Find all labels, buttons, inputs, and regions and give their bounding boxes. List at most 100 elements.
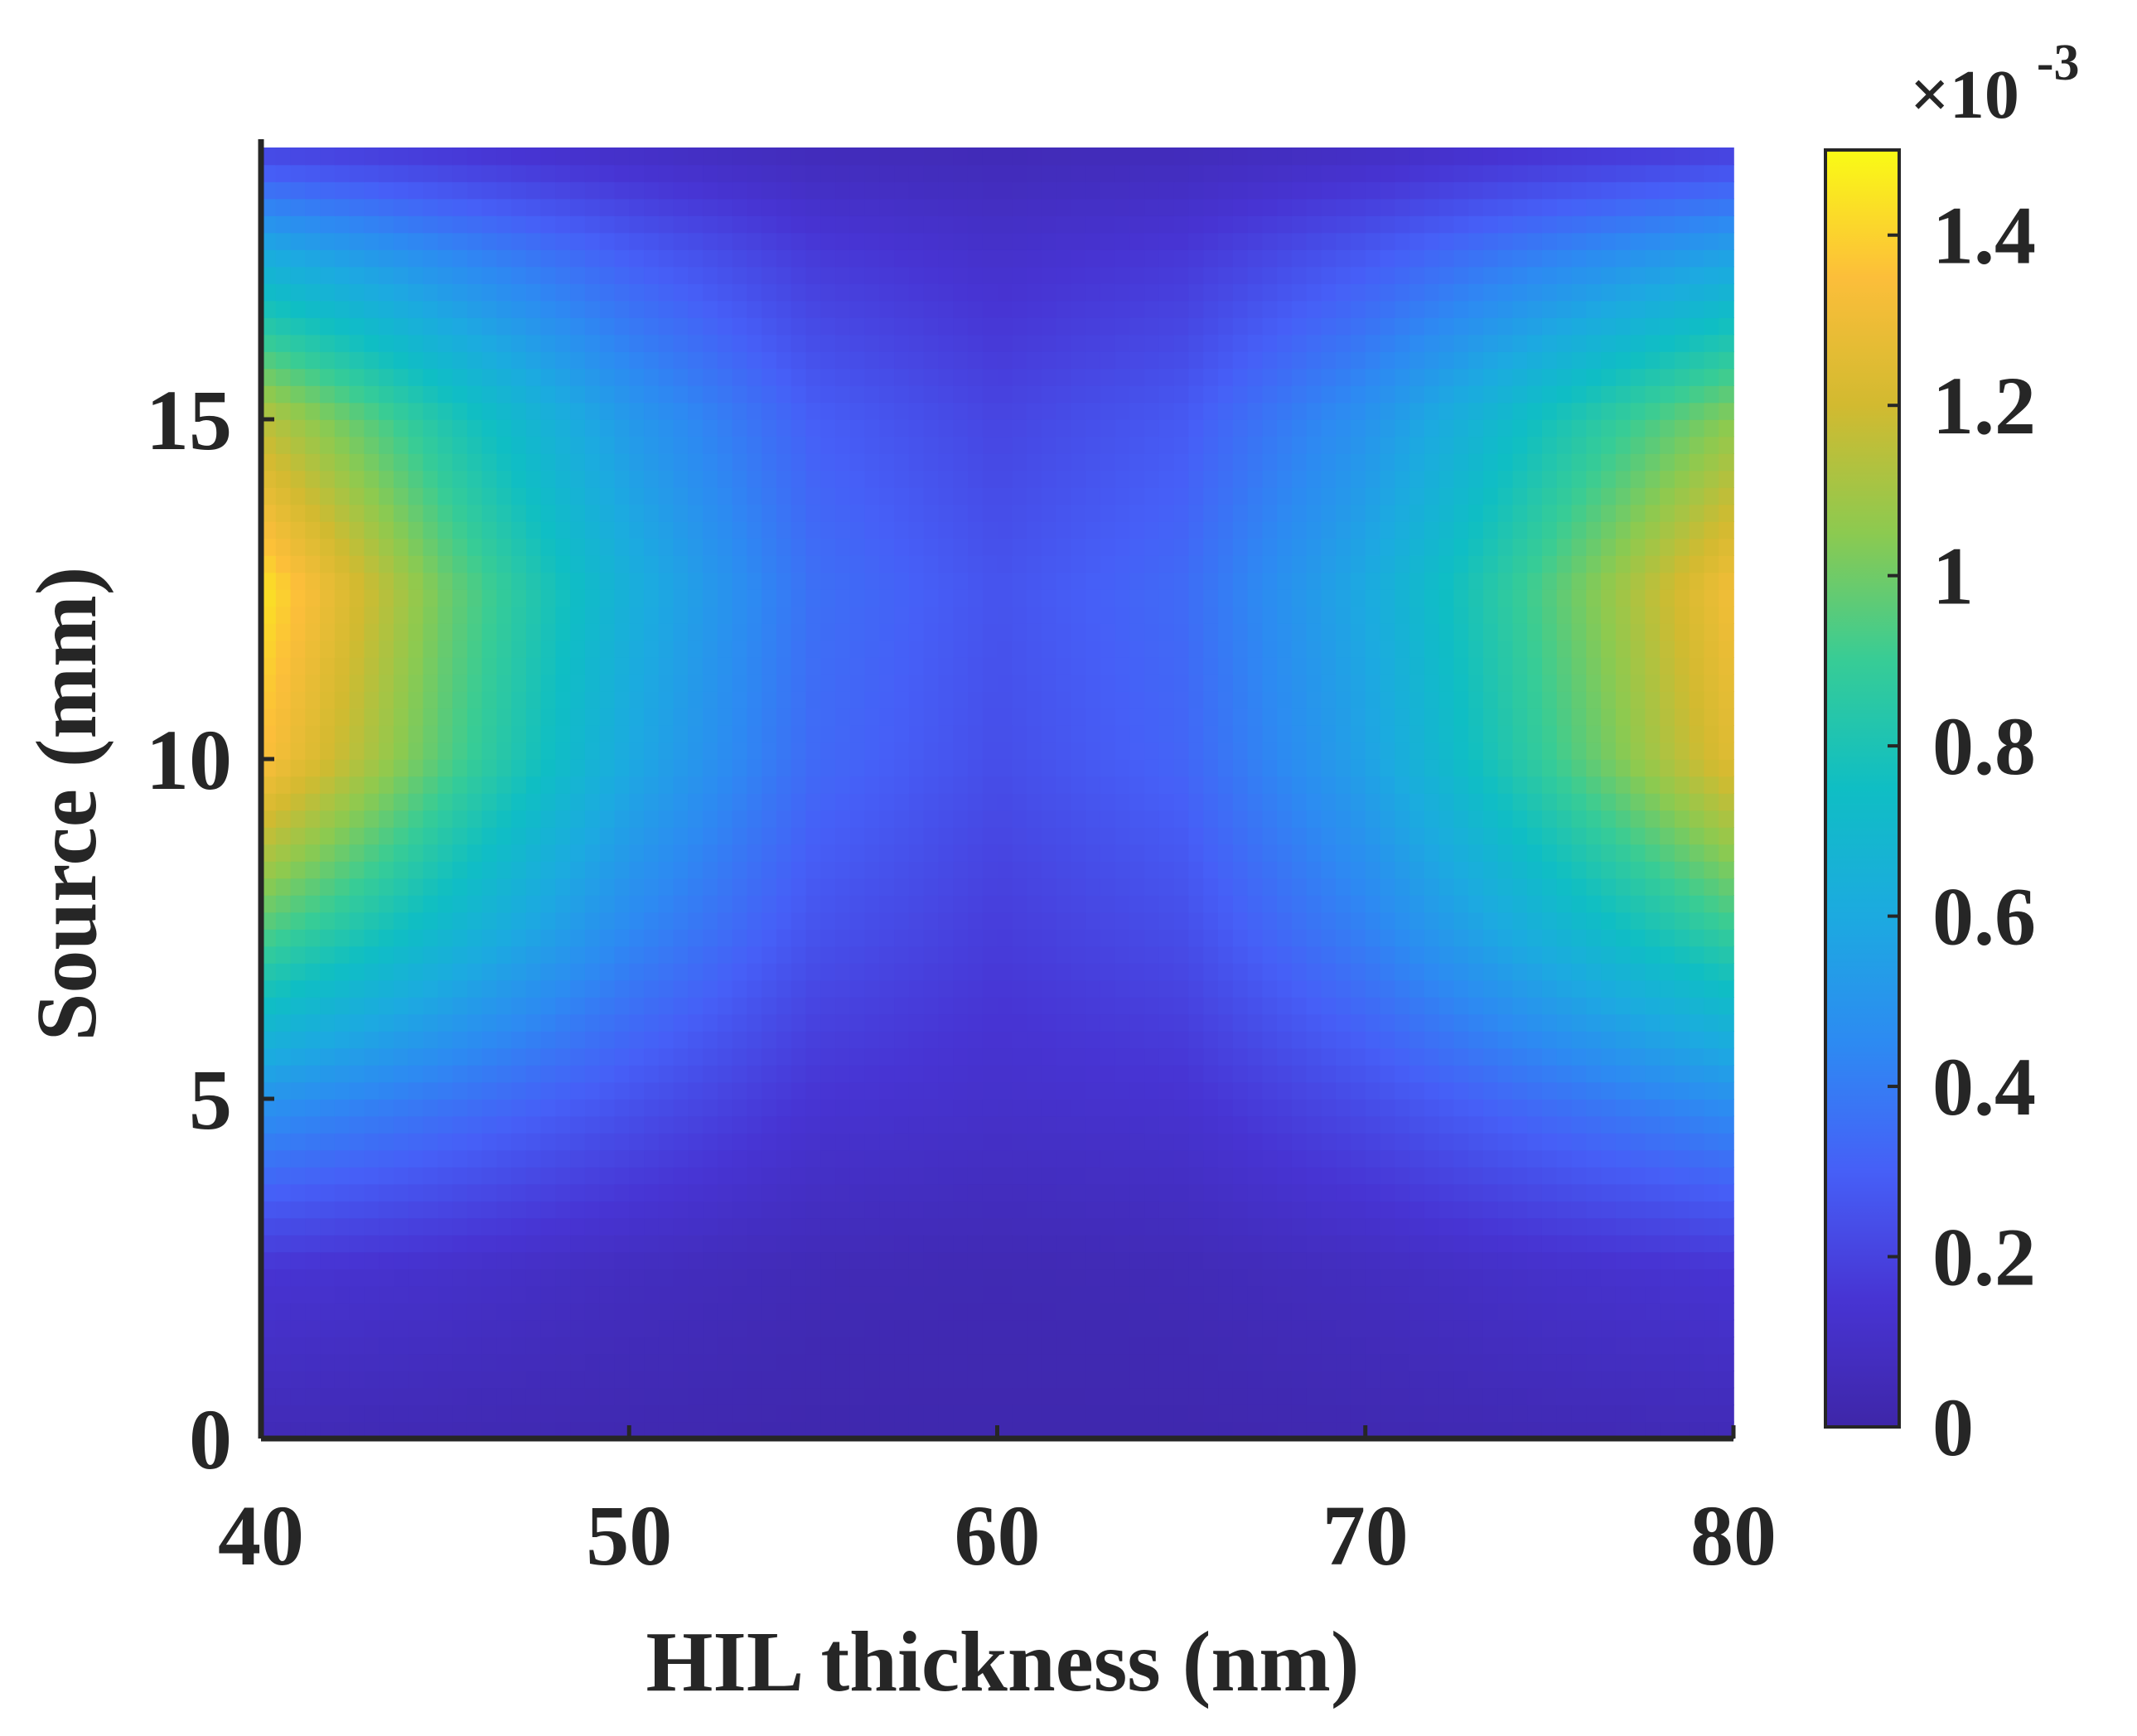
heatmap-cell <box>732 742 748 760</box>
heatmap-cell <box>835 1149 851 1168</box>
heatmap-cell <box>1158 1201 1175 1219</box>
heatmap-cell <box>1203 1183 1219 1202</box>
heatmap-cell <box>1704 1303 1720 1321</box>
heatmap-cell <box>1100 878 1116 896</box>
heatmap-cell <box>953 606 969 624</box>
heatmap-cell <box>1645 861 1661 879</box>
heatmap-cell <box>540 1149 557 1168</box>
heatmap-cell <box>938 793 954 811</box>
heatmap-cell <box>555 1065 571 1083</box>
heatmap-cell <box>1114 1217 1131 1236</box>
heatmap-cell <box>1571 1133 1588 1151</box>
heatmap-cell <box>997 759 1013 777</box>
heatmap-cell <box>1453 1167 1469 1185</box>
heatmap-cell <box>938 929 954 947</box>
heatmap-cell <box>423 657 439 675</box>
heatmap-cell <box>1144 1149 1160 1168</box>
heatmap-cell <box>584 776 601 794</box>
heatmap-cell <box>1129 1013 1145 1032</box>
heatmap-cell <box>1056 1269 1072 1287</box>
heatmap-cell <box>1424 912 1440 930</box>
heatmap-cell <box>717 657 733 675</box>
heatmap-cell <box>1674 691 1690 709</box>
heatmap-cell <box>1424 1167 1440 1185</box>
heatmap-cell <box>703 1251 718 1269</box>
heatmap-cell <box>393 1421 409 1439</box>
heatmap-cell <box>1438 1303 1455 1321</box>
heatmap-cell <box>1424 1303 1440 1321</box>
heatmap-cell <box>275 623 292 641</box>
heatmap-cell <box>1527 1031 1543 1049</box>
heatmap-cell <box>1336 1285 1351 1303</box>
heatmap-cell <box>1291 1285 1308 1303</box>
heatmap-cell <box>1321 1115 1337 1134</box>
heatmap-cell <box>1424 1337 1440 1355</box>
heatmap-cell <box>1100 640 1116 658</box>
heatmap-cell <box>761 912 777 930</box>
heatmap-cell <box>938 640 954 658</box>
heatmap-cell <box>997 1269 1013 1287</box>
heatmap-cell <box>982 1031 998 1049</box>
heatmap-cell <box>599 1319 616 1337</box>
heatmap-cell <box>1232 1183 1249 1202</box>
heatmap-cell <box>1453 1149 1469 1168</box>
heatmap-cell <box>1453 1337 1469 1355</box>
heatmap-cell <box>1262 725 1278 743</box>
heatmap-cell <box>1291 1133 1308 1151</box>
heatmap-cell <box>1497 1047 1514 1066</box>
heatmap-cell <box>1630 1047 1646 1066</box>
heatmap-cell <box>776 945 792 964</box>
heatmap-cell <box>305 895 321 913</box>
heatmap-cell <box>1424 945 1440 964</box>
heatmap-cell <box>747 742 762 760</box>
heatmap-cell <box>1188 1235 1205 1253</box>
heatmap-cell <box>290 827 307 845</box>
heatmap-cell <box>1468 1405 1484 1423</box>
heatmap-cell <box>1556 708 1573 726</box>
heatmap-cell <box>1541 674 1558 692</box>
heatmap-cell <box>1395 1031 1410 1049</box>
heatmap-cell <box>908 1115 925 1134</box>
heatmap-cell <box>658 776 674 794</box>
heatmap-cell <box>1203 1031 1219 1049</box>
heatmap-cell <box>364 810 380 828</box>
heatmap-cell <box>997 997 1013 1015</box>
heatmap-cell <box>599 827 616 845</box>
heatmap-cell <box>849 1081 866 1100</box>
heatmap-cell <box>864 1167 881 1185</box>
heatmap-cell <box>673 793 689 811</box>
heatmap-cell <box>379 912 394 930</box>
heatmap-cell <box>1689 623 1705 641</box>
heatmap-cell <box>849 1201 866 1219</box>
heatmap-cell <box>467 844 483 862</box>
heatmap-cell <box>525 725 542 743</box>
heatmap-cell <box>438 1201 453 1219</box>
heatmap-cell <box>864 1217 881 1236</box>
heatmap-cell <box>1601 1099 1617 1117</box>
heatmap-cell <box>703 1353 718 1371</box>
heatmap-cell <box>525 997 542 1015</box>
heatmap-cell <box>1232 1133 1249 1151</box>
heatmap-cell <box>511 1201 527 1219</box>
heatmap-cell <box>953 1149 969 1168</box>
heatmap-cell <box>1158 674 1175 692</box>
heatmap-cell <box>835 929 851 947</box>
heatmap-cell <box>1056 1081 1072 1100</box>
heatmap-cell <box>1556 657 1573 675</box>
heatmap-cell <box>614 1235 631 1253</box>
heatmap-cell <box>1674 1081 1690 1100</box>
heatmap-cell <box>1247 1115 1264 1134</box>
heatmap-cell <box>820 725 836 743</box>
heatmap-cell <box>1556 861 1573 879</box>
heatmap-cell <box>1660 793 1675 811</box>
heatmap-cell <box>614 1149 631 1168</box>
heatmap-cell <box>1674 844 1690 862</box>
heatmap-cell <box>408 1319 424 1337</box>
heatmap-cell <box>334 742 351 760</box>
heatmap-cell <box>1012 1303 1027 1321</box>
heatmap-cell <box>275 1115 292 1134</box>
heatmap-cell <box>1232 623 1249 641</box>
heatmap-cell <box>555 742 571 760</box>
heatmap-cell <box>761 1065 777 1083</box>
heatmap-cell <box>1350 861 1366 879</box>
